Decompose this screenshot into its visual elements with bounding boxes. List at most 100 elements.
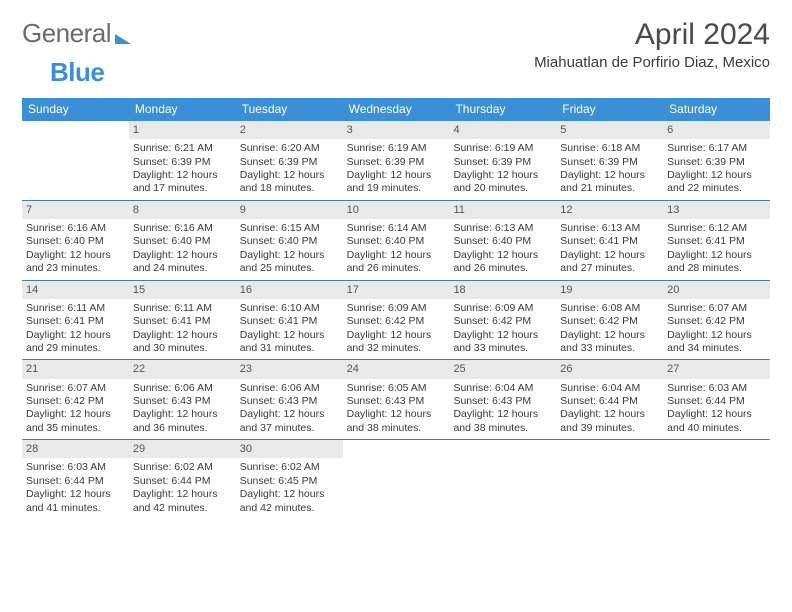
- week-row: 1Sunrise: 6:21 AMSunset: 6:39 PMDaylight…: [22, 121, 770, 201]
- daylight-text-2: and 39 minutes.: [560, 422, 659, 435]
- sunrise-text: Sunrise: 6:09 AM: [453, 302, 552, 315]
- daylight-text-2: and 26 minutes.: [453, 262, 552, 275]
- sunset-text: Sunset: 6:39 PM: [347, 156, 446, 169]
- sunrise-text: Sunrise: 6:16 AM: [133, 222, 232, 235]
- sunrise-text: Sunrise: 6:03 AM: [26, 461, 125, 474]
- daylight-text-1: Daylight: 12 hours: [667, 408, 766, 421]
- sunrise-text: Sunrise: 6:03 AM: [667, 382, 766, 395]
- sunrise-text: Sunrise: 6:02 AM: [133, 461, 232, 474]
- day-number: 16: [236, 281, 343, 299]
- day-cell: [343, 440, 450, 519]
- sunset-text: Sunset: 6:39 PM: [453, 156, 552, 169]
- day-cell: 14Sunrise: 6:11 AMSunset: 6:41 PMDayligh…: [22, 281, 129, 360]
- daylight-text-2: and 17 minutes.: [133, 182, 232, 195]
- week-row: 7Sunrise: 6:16 AMSunset: 6:40 PMDaylight…: [22, 201, 770, 281]
- sunset-text: Sunset: 6:40 PM: [133, 235, 232, 248]
- day-number: 2: [236, 121, 343, 139]
- day-number: 21: [22, 360, 129, 378]
- weeks-container: 1Sunrise: 6:21 AMSunset: 6:39 PMDaylight…: [22, 121, 770, 519]
- daylight-text-2: and 18 minutes.: [240, 182, 339, 195]
- day-number: 3: [343, 121, 450, 139]
- sunrise-text: Sunrise: 6:02 AM: [240, 461, 339, 474]
- daylight-text-2: and 22 minutes.: [667, 182, 766, 195]
- sunrise-text: Sunrise: 6:11 AM: [133, 302, 232, 315]
- location-label: Miahuatlan de Porfirio Diaz, Mexico: [534, 54, 770, 71]
- sunrise-text: Sunrise: 6:18 AM: [560, 142, 659, 155]
- daylight-text-1: Daylight: 12 hours: [240, 169, 339, 182]
- daylight-text-1: Daylight: 12 hours: [560, 408, 659, 421]
- logo-word-2: Blue: [50, 57, 104, 88]
- dow-mon: Monday: [129, 98, 236, 121]
- daylight-text-2: and 38 minutes.: [347, 422, 446, 435]
- daylight-text-1: Daylight: 12 hours: [667, 169, 766, 182]
- daylight-text-1: Daylight: 12 hours: [347, 249, 446, 262]
- daylight-text-2: and 36 minutes.: [133, 422, 232, 435]
- day-number: 4: [449, 121, 556, 139]
- daylight-text-2: and 24 minutes.: [133, 262, 232, 275]
- day-cell: 23Sunrise: 6:06 AMSunset: 6:43 PMDayligh…: [236, 360, 343, 439]
- sunrise-text: Sunrise: 6:15 AM: [240, 222, 339, 235]
- sunrise-text: Sunrise: 6:11 AM: [26, 302, 125, 315]
- day-number: 9: [236, 201, 343, 219]
- day-cell: 6Sunrise: 6:17 AMSunset: 6:39 PMDaylight…: [663, 121, 770, 200]
- daylight-text-2: and 23 minutes.: [26, 262, 125, 275]
- day-cell: 30Sunrise: 6:02 AMSunset: 6:45 PMDayligh…: [236, 440, 343, 519]
- daylight-text-1: Daylight: 12 hours: [26, 329, 125, 342]
- day-cell: 25Sunrise: 6:04 AMSunset: 6:43 PMDayligh…: [449, 360, 556, 439]
- daylight-text-2: and 32 minutes.: [347, 342, 446, 355]
- daylight-text-1: Daylight: 12 hours: [453, 249, 552, 262]
- daylight-text-1: Daylight: 12 hours: [453, 408, 552, 421]
- day-cell: 8Sunrise: 6:16 AMSunset: 6:40 PMDaylight…: [129, 201, 236, 280]
- daylight-text-1: Daylight: 12 hours: [560, 169, 659, 182]
- daylight-text-2: and 29 minutes.: [26, 342, 125, 355]
- day-number: 17: [343, 281, 450, 299]
- day-cell: 24Sunrise: 6:05 AMSunset: 6:43 PMDayligh…: [343, 360, 450, 439]
- day-of-week-header: Sunday Monday Tuesday Wednesday Thursday…: [22, 98, 770, 121]
- dow-wed: Wednesday: [343, 98, 450, 121]
- sunset-text: Sunset: 6:44 PM: [560, 395, 659, 408]
- daylight-text-1: Daylight: 12 hours: [26, 408, 125, 421]
- day-number: 29: [129, 440, 236, 458]
- sunset-text: Sunset: 6:42 PM: [26, 395, 125, 408]
- day-number: 18: [449, 281, 556, 299]
- day-number: 8: [129, 201, 236, 219]
- sunset-text: Sunset: 6:41 PM: [560, 235, 659, 248]
- day-number: 7: [22, 201, 129, 219]
- sunset-text: Sunset: 6:41 PM: [667, 235, 766, 248]
- sunset-text: Sunset: 6:40 PM: [347, 235, 446, 248]
- daylight-text-1: Daylight: 12 hours: [240, 329, 339, 342]
- daylight-text-1: Daylight: 12 hours: [453, 169, 552, 182]
- day-cell: 15Sunrise: 6:11 AMSunset: 6:41 PMDayligh…: [129, 281, 236, 360]
- sunset-text: Sunset: 6:39 PM: [560, 156, 659, 169]
- sunset-text: Sunset: 6:40 PM: [240, 235, 339, 248]
- sunset-text: Sunset: 6:44 PM: [26, 475, 125, 488]
- sunset-text: Sunset: 6:42 PM: [667, 315, 766, 328]
- day-cell: 16Sunrise: 6:10 AMSunset: 6:41 PMDayligh…: [236, 281, 343, 360]
- sunrise-text: Sunrise: 6:08 AM: [560, 302, 659, 315]
- daylight-text-2: and 42 minutes.: [240, 502, 339, 515]
- day-cell: [556, 440, 663, 519]
- daylight-text-1: Daylight: 12 hours: [347, 408, 446, 421]
- sunrise-text: Sunrise: 6:17 AM: [667, 142, 766, 155]
- daylight-text-1: Daylight: 12 hours: [667, 249, 766, 262]
- dow-sun: Sunday: [22, 98, 129, 121]
- daylight-text-1: Daylight: 12 hours: [133, 488, 232, 501]
- day-cell: 7Sunrise: 6:16 AMSunset: 6:40 PMDaylight…: [22, 201, 129, 280]
- day-cell: [663, 440, 770, 519]
- day-cell: 1Sunrise: 6:21 AMSunset: 6:39 PMDaylight…: [129, 121, 236, 200]
- sunrise-text: Sunrise: 6:14 AM: [347, 222, 446, 235]
- daylight-text-2: and 34 minutes.: [667, 342, 766, 355]
- daylight-text-1: Daylight: 12 hours: [240, 408, 339, 421]
- day-number: 22: [129, 360, 236, 378]
- daylight-text-2: and 33 minutes.: [453, 342, 552, 355]
- day-number: 13: [663, 201, 770, 219]
- daylight-text-2: and 31 minutes.: [240, 342, 339, 355]
- daylight-text-1: Daylight: 12 hours: [133, 329, 232, 342]
- day-cell: 3Sunrise: 6:19 AMSunset: 6:39 PMDaylight…: [343, 121, 450, 200]
- sunset-text: Sunset: 6:40 PM: [453, 235, 552, 248]
- sunset-text: Sunset: 6:42 PM: [560, 315, 659, 328]
- day-number: 24: [343, 360, 450, 378]
- sunset-text: Sunset: 6:44 PM: [667, 395, 766, 408]
- title-block: April 2024 Miahuatlan de Porfirio Diaz, …: [534, 18, 770, 71]
- sunrise-text: Sunrise: 6:16 AM: [26, 222, 125, 235]
